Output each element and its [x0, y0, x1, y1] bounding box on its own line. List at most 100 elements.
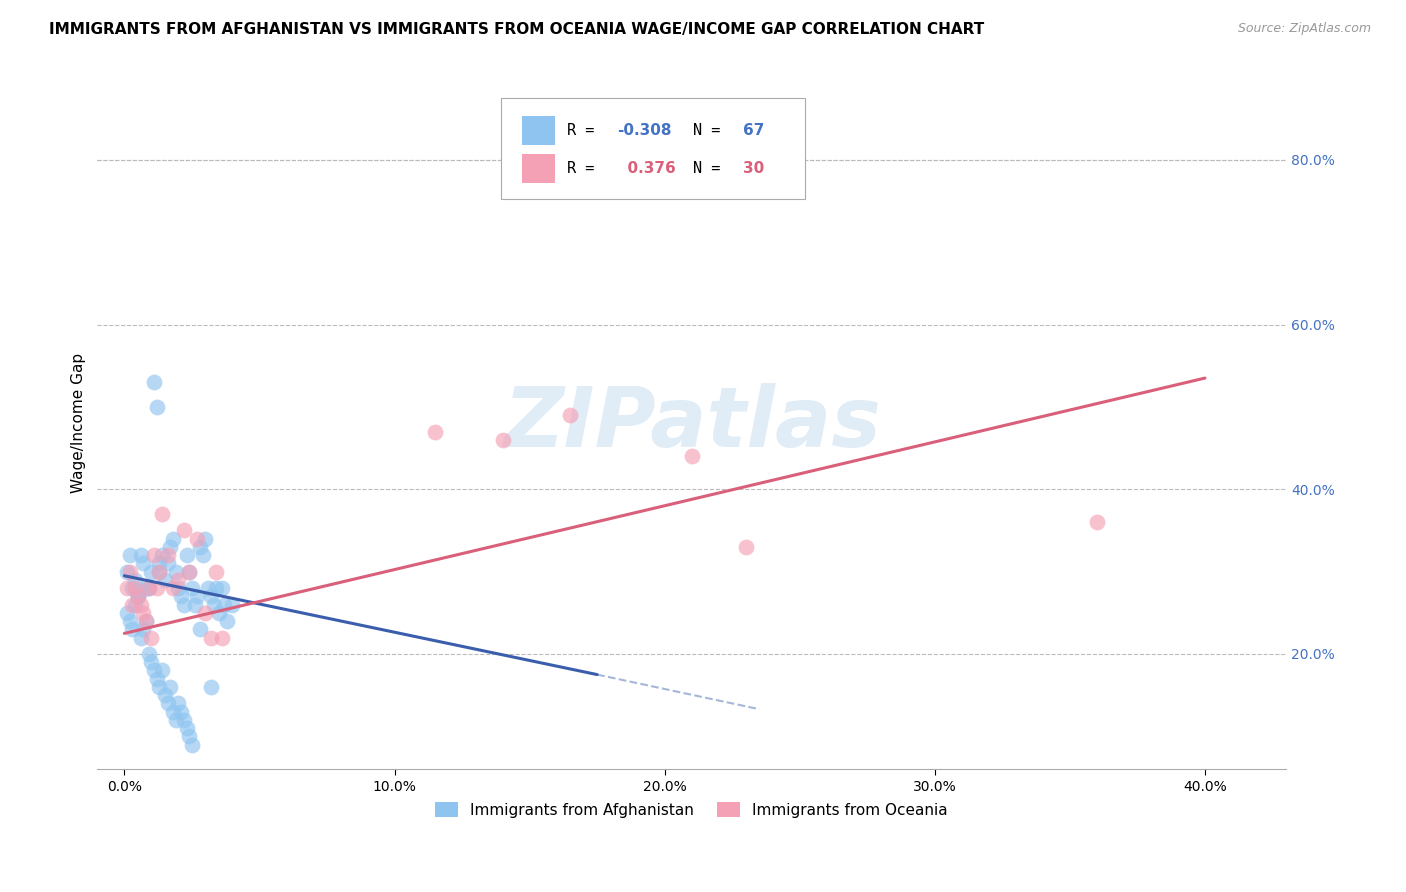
Point: [135, 581, 157, 595]
Text: 30: 30: [742, 161, 763, 176]
Point: [165, 713, 187, 727]
Point: [176, 721, 198, 735]
Point: [132, 622, 155, 636]
Text: 67: 67: [742, 123, 765, 138]
Point: [138, 581, 160, 595]
Text: Source: ZipAtlas.com: Source: ZipAtlas.com: [1237, 22, 1371, 36]
Point: [211, 631, 233, 645]
Point: [153, 573, 176, 587]
Point: [170, 590, 193, 604]
Point: [558, 408, 581, 422]
Point: [143, 548, 166, 562]
Point: [146, 672, 169, 686]
Point: [118, 565, 141, 579]
Point: [179, 730, 201, 744]
Point: [681, 450, 703, 464]
Point: [179, 565, 201, 579]
Point: [200, 631, 222, 645]
Point: [208, 606, 231, 620]
Point: [148, 565, 170, 579]
Point: [734, 540, 756, 554]
Point: [124, 573, 146, 587]
Point: [148, 565, 170, 579]
Point: [186, 590, 208, 604]
Bar: [522, 153, 555, 183]
Point: [141, 565, 163, 579]
Point: [135, 614, 157, 628]
Point: [491, 433, 513, 447]
Point: [167, 697, 190, 711]
Point: [156, 697, 179, 711]
Point: [188, 622, 211, 636]
Point: [124, 581, 146, 595]
Point: [129, 631, 152, 645]
Point: [221, 598, 243, 612]
Point: [115, 565, 138, 579]
Point: [205, 565, 228, 579]
Point: [159, 540, 181, 554]
Point: [205, 581, 228, 595]
Point: [150, 664, 173, 678]
Point: [1085, 515, 1108, 529]
Point: [173, 524, 195, 538]
Point: [124, 598, 146, 612]
Point: [121, 598, 143, 612]
Point: [202, 598, 225, 612]
Point: [191, 548, 214, 562]
Text: N =: N =: [693, 123, 730, 138]
Text: 0.376: 0.376: [617, 161, 675, 176]
Point: [115, 581, 138, 595]
Point: [118, 548, 141, 562]
Point: [200, 590, 222, 604]
Point: [146, 581, 169, 595]
Point: [194, 606, 217, 620]
Text: IMMIGRANTS FROM AFGHANISTAN VS IMMIGRANTS FROM OCEANIA WAGE/INCOME GAP CORRELATI: IMMIGRANTS FROM AFGHANISTAN VS IMMIGRANT…: [49, 22, 984, 37]
Point: [162, 705, 184, 719]
Point: [170, 705, 193, 719]
FancyBboxPatch shape: [502, 98, 804, 199]
Point: [215, 614, 238, 628]
Point: [197, 581, 219, 595]
Point: [180, 581, 202, 595]
Point: [143, 375, 166, 389]
Point: [162, 532, 184, 546]
Point: [141, 631, 163, 645]
Point: [214, 598, 236, 612]
Point: [183, 598, 205, 612]
Point: [127, 590, 149, 604]
Point: [186, 532, 208, 546]
Text: R =: R =: [567, 123, 603, 138]
Point: [141, 655, 163, 669]
Text: ZIPatlas: ZIPatlas: [503, 383, 880, 464]
Point: [156, 557, 179, 571]
Point: [188, 540, 211, 554]
Point: [165, 565, 187, 579]
Text: -0.308: -0.308: [617, 123, 671, 138]
Point: [127, 590, 149, 604]
Point: [150, 548, 173, 562]
Point: [162, 581, 184, 595]
Point: [148, 557, 170, 571]
Point: [423, 425, 446, 439]
Bar: [522, 116, 555, 145]
Legend: Immigrants from Afghanistan, Immigrants from Oceania: Immigrants from Afghanistan, Immigrants …: [429, 796, 955, 824]
Text: N =: N =: [693, 161, 730, 176]
Point: [173, 713, 195, 727]
Point: [179, 565, 201, 579]
Point: [132, 557, 155, 571]
Point: [194, 532, 217, 546]
Point: [129, 548, 152, 562]
Point: [159, 680, 181, 694]
Point: [138, 647, 160, 661]
Y-axis label: Wage/Income Gap: Wage/Income Gap: [72, 353, 86, 493]
Point: [132, 606, 155, 620]
Point: [211, 581, 233, 595]
Point: [138, 581, 160, 595]
Point: [121, 622, 143, 636]
Point: [129, 598, 152, 612]
Point: [148, 680, 170, 694]
Point: [167, 573, 190, 587]
Point: [150, 507, 173, 521]
Point: [143, 664, 166, 678]
Point: [146, 400, 169, 414]
